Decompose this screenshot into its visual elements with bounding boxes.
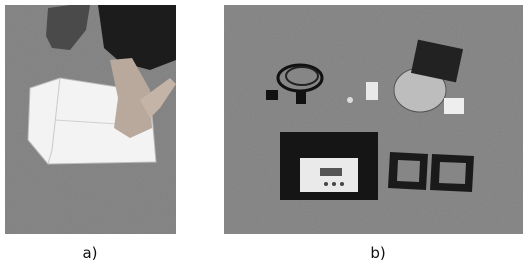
photo-a [5, 5, 176, 234]
panel-label: a) [82, 244, 97, 262]
figure: a) b) [0, 0, 523, 264]
page: a) b) (() => { const data = JSON.parse(d… [0, 0, 523, 264]
panel-label: b) [370, 244, 385, 262]
photo-b [224, 5, 523, 234]
